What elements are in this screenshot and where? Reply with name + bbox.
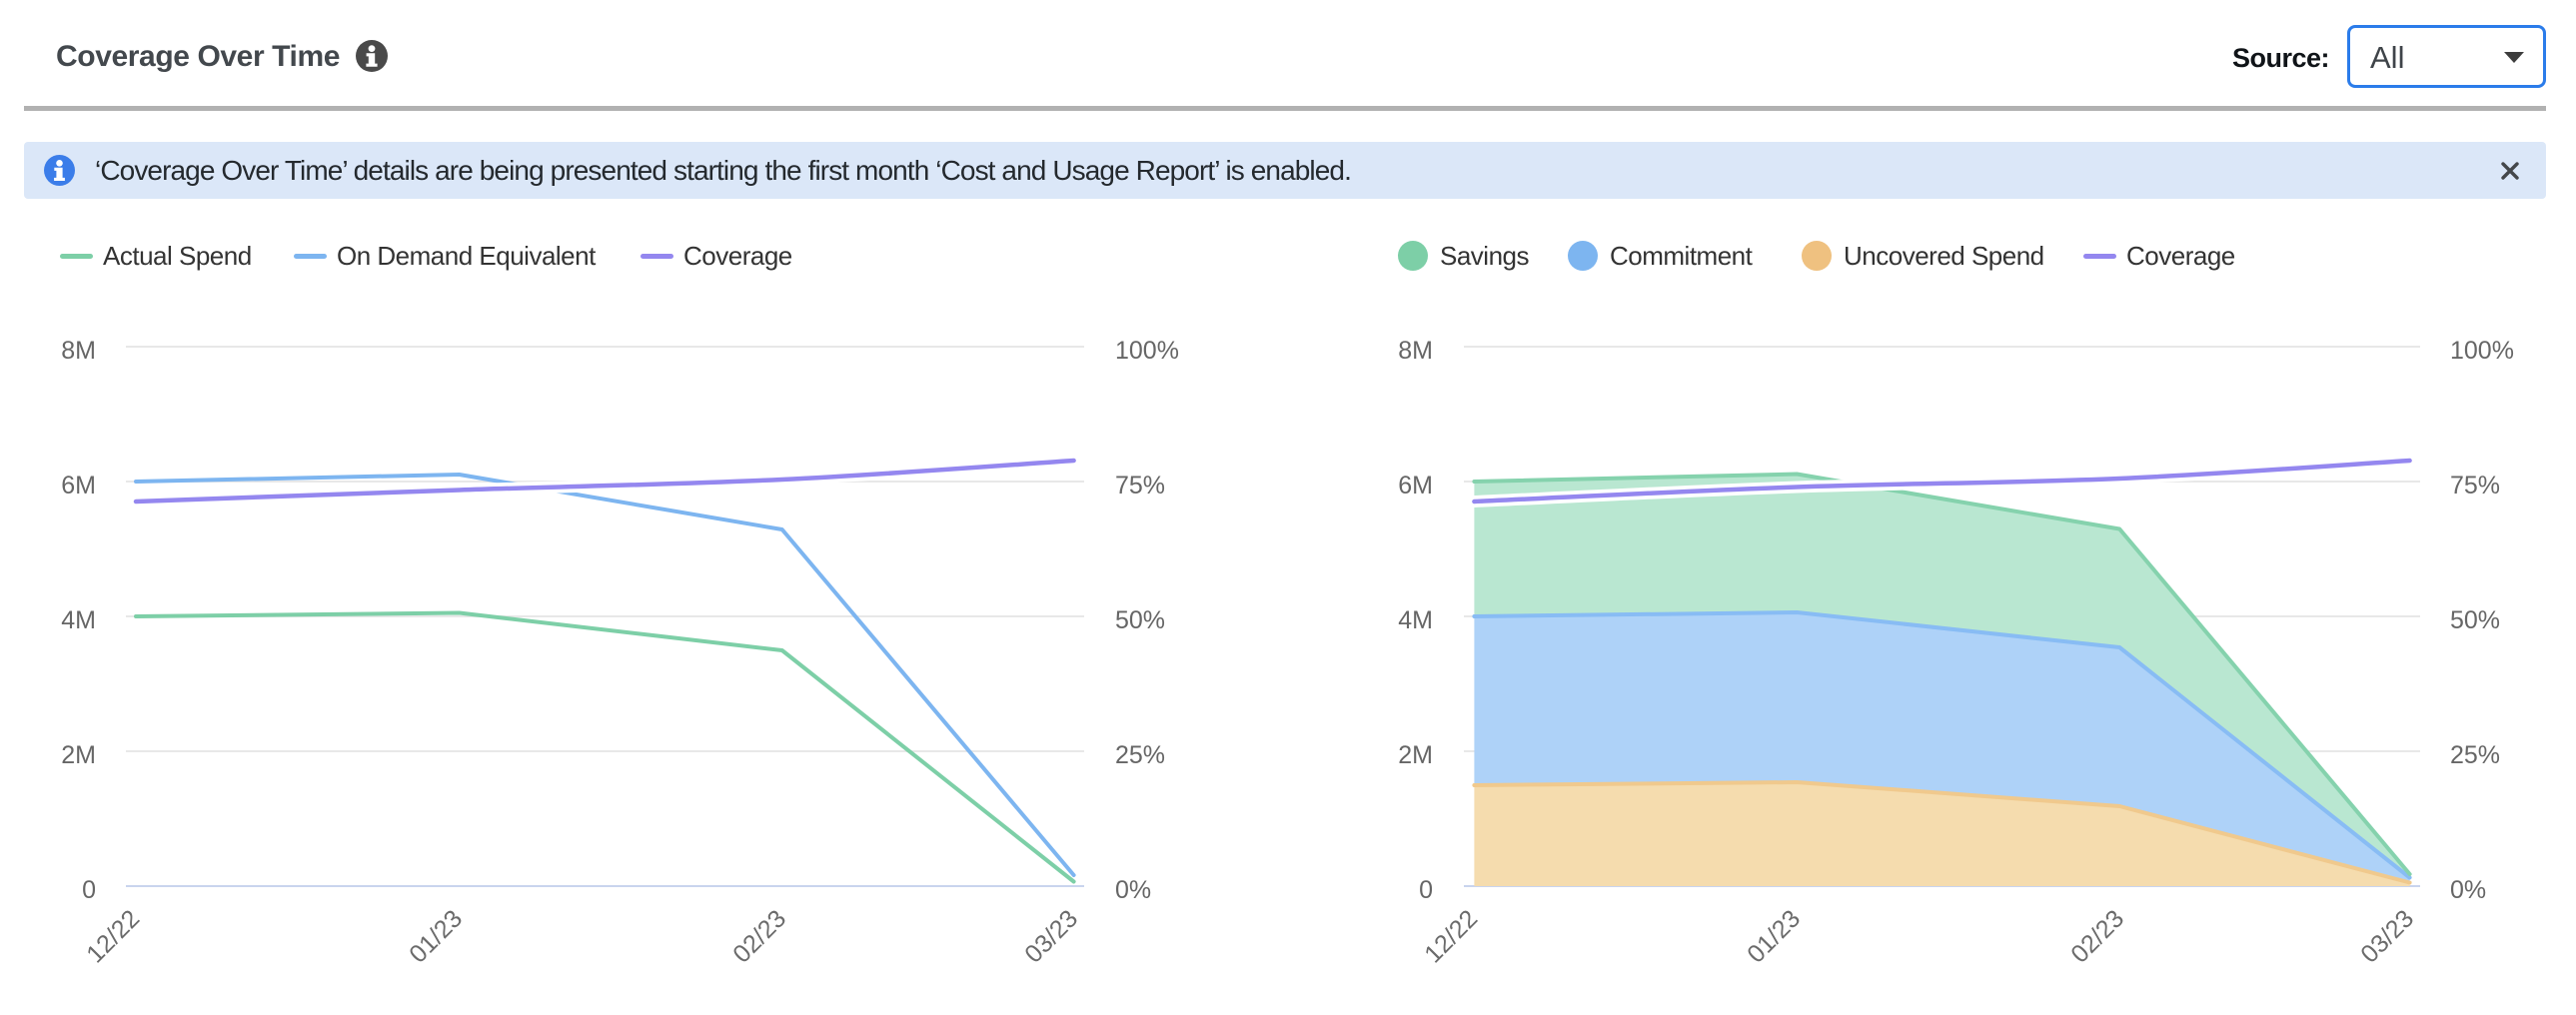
- svg-text:25%: 25%: [2450, 741, 2500, 769]
- svg-text:12/22: 12/22: [81, 904, 145, 968]
- svg-text:25%: 25%: [1115, 741, 1165, 769]
- svg-text:75%: 75%: [2450, 472, 2500, 500]
- svg-text:01/23: 01/23: [404, 904, 468, 968]
- svg-text:02/23: 02/23: [2065, 904, 2129, 968]
- svg-text:50%: 50%: [2450, 606, 2500, 634]
- svg-text:50%: 50%: [1115, 606, 1165, 634]
- svg-text:12/22: 12/22: [1419, 904, 1483, 968]
- svg-text:0%: 0%: [1115, 876, 1151, 904]
- svg-text:6M: 6M: [1398, 472, 1433, 500]
- svg-text:6M: 6M: [61, 472, 96, 500]
- svg-text:4M: 4M: [1398, 606, 1433, 634]
- svg-text:100%: 100%: [2450, 337, 2514, 365]
- svg-text:4M: 4M: [61, 606, 96, 634]
- svg-text:75%: 75%: [1115, 472, 1165, 500]
- svg-text:0: 0: [1419, 876, 1433, 904]
- svg-text:03/23: 03/23: [1019, 904, 1083, 968]
- svg-text:2M: 2M: [1398, 741, 1433, 769]
- svg-text:01/23: 01/23: [1742, 904, 1806, 968]
- svg-text:100%: 100%: [1115, 337, 1179, 365]
- svg-text:0%: 0%: [2450, 876, 2486, 904]
- svg-text:8M: 8M: [61, 337, 96, 365]
- svg-text:03/23: 03/23: [2355, 904, 2419, 968]
- svg-text:02/23: 02/23: [727, 904, 791, 968]
- svg-text:0: 0: [82, 876, 96, 904]
- svg-text:2M: 2M: [61, 741, 96, 769]
- svg-text:8M: 8M: [1398, 337, 1433, 365]
